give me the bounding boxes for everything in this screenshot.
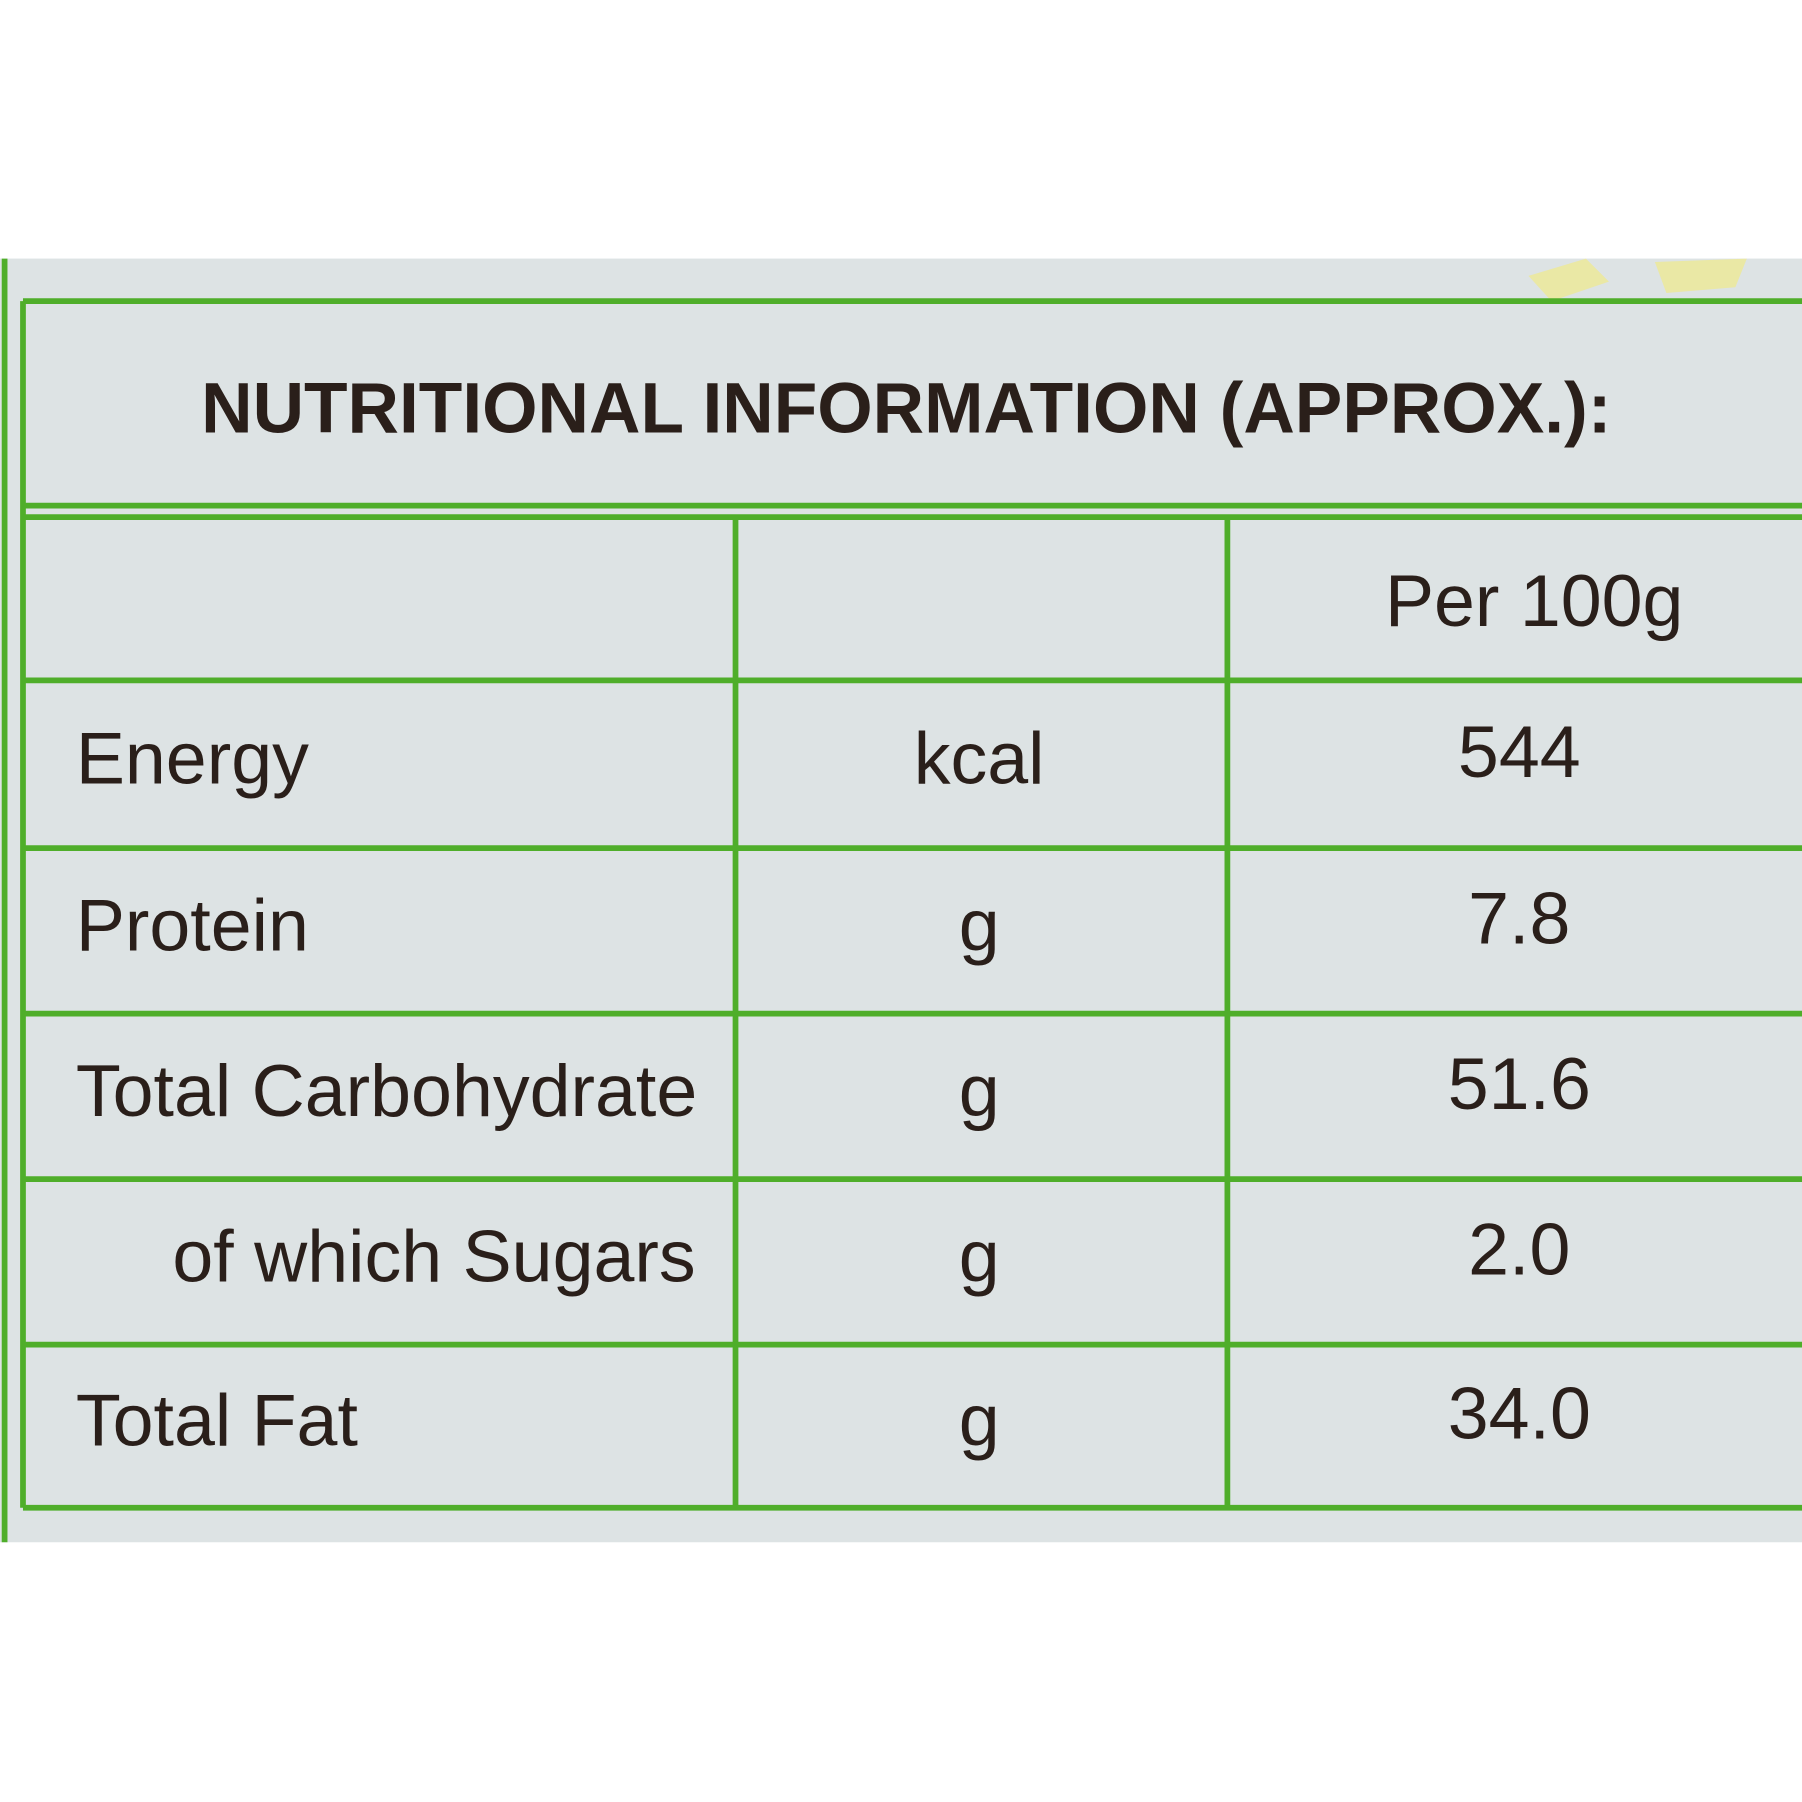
unit: g [959, 1049, 1000, 1132]
amount: 34.0 [1448, 1372, 1591, 1455]
label-panel [0, 258, 1802, 1543]
nutrient-name: Total Fat [76, 1379, 358, 1462]
unit: g [959, 883, 1000, 966]
table-title: NUTRITIONAL INFORMATION (APPROX.): [201, 369, 1611, 449]
amount: 51.6 [1448, 1042, 1591, 1125]
nutrient-name: of which Sugars [172, 1214, 695, 1297]
amount: 7.8 [1468, 876, 1570, 959]
unit: g [959, 1214, 1000, 1297]
nutrient-name: Energy [76, 717, 309, 800]
amount: 544 [1458, 710, 1581, 793]
amount: 2.0 [1468, 1207, 1570, 1290]
unit: g [959, 1379, 1000, 1462]
packaging-print [1528, 258, 1747, 302]
nutrient-name: Total Carbohydrate [76, 1049, 697, 1132]
nutrient-name: Protein [76, 883, 309, 966]
column-header: Per 100g [1385, 559, 1683, 642]
unit: kcal [914, 717, 1045, 800]
